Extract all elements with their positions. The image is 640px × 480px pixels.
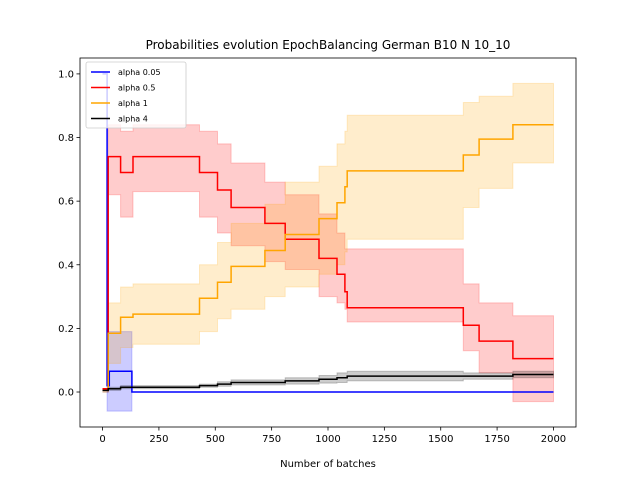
chart-title: Probabilities evolution EpochBalancing G… bbox=[146, 38, 511, 52]
x-tick-label: 2000 bbox=[541, 434, 566, 445]
legend-label-alpha-0-5: alpha 0.5 bbox=[118, 84, 155, 93]
x-tick-label: 750 bbox=[262, 434, 281, 445]
y-tick-label: 0.4 bbox=[58, 260, 74, 271]
band-alpha-1 bbox=[102, 82, 554, 393]
legend: alpha 0.05 alpha 0.5 alpha 1 alpha 4 bbox=[85, 61, 187, 129]
x-tick-label: 1500 bbox=[428, 434, 453, 445]
y-tick-label: 0.8 bbox=[58, 133, 74, 144]
y-axis-ticks: 0.0 0.2 0.4 0.6 0.8 1.0 bbox=[58, 69, 80, 399]
y-tick-label: 0.6 bbox=[58, 197, 74, 208]
x-tick-label: 250 bbox=[149, 434, 168, 445]
legend-label-alpha-4: alpha 4 bbox=[118, 115, 148, 124]
x-tick-label: 1250 bbox=[372, 434, 397, 445]
band-alpha-0-5 bbox=[102, 124, 554, 403]
x-axis-label: Number of batches bbox=[280, 459, 376, 470]
line-alpha-4 bbox=[102, 373, 554, 392]
x-tick-label: 1000 bbox=[315, 434, 340, 445]
x-tick-label: 1750 bbox=[484, 434, 509, 445]
legend-box bbox=[85, 61, 187, 129]
line-alpha-0-5 bbox=[102, 155, 554, 390]
y-tick-label: 0.0 bbox=[58, 388, 74, 399]
y-tick-label: 0.2 bbox=[58, 324, 74, 335]
line-alpha-1 bbox=[102, 124, 554, 392]
legend-label-alpha-0-05: alpha 0.05 bbox=[118, 68, 161, 77]
series-lines bbox=[102, 73, 554, 393]
y-tick-label: 1.0 bbox=[58, 69, 74, 80]
x-tick-label: 500 bbox=[206, 434, 225, 445]
legend-label-alpha-1: alpha 1 bbox=[118, 99, 148, 108]
x-tick-label: 0 bbox=[99, 434, 105, 445]
x-axis-ticks: 0 250 500 750 1000 1250 1500 1750 2000 bbox=[99, 427, 566, 445]
